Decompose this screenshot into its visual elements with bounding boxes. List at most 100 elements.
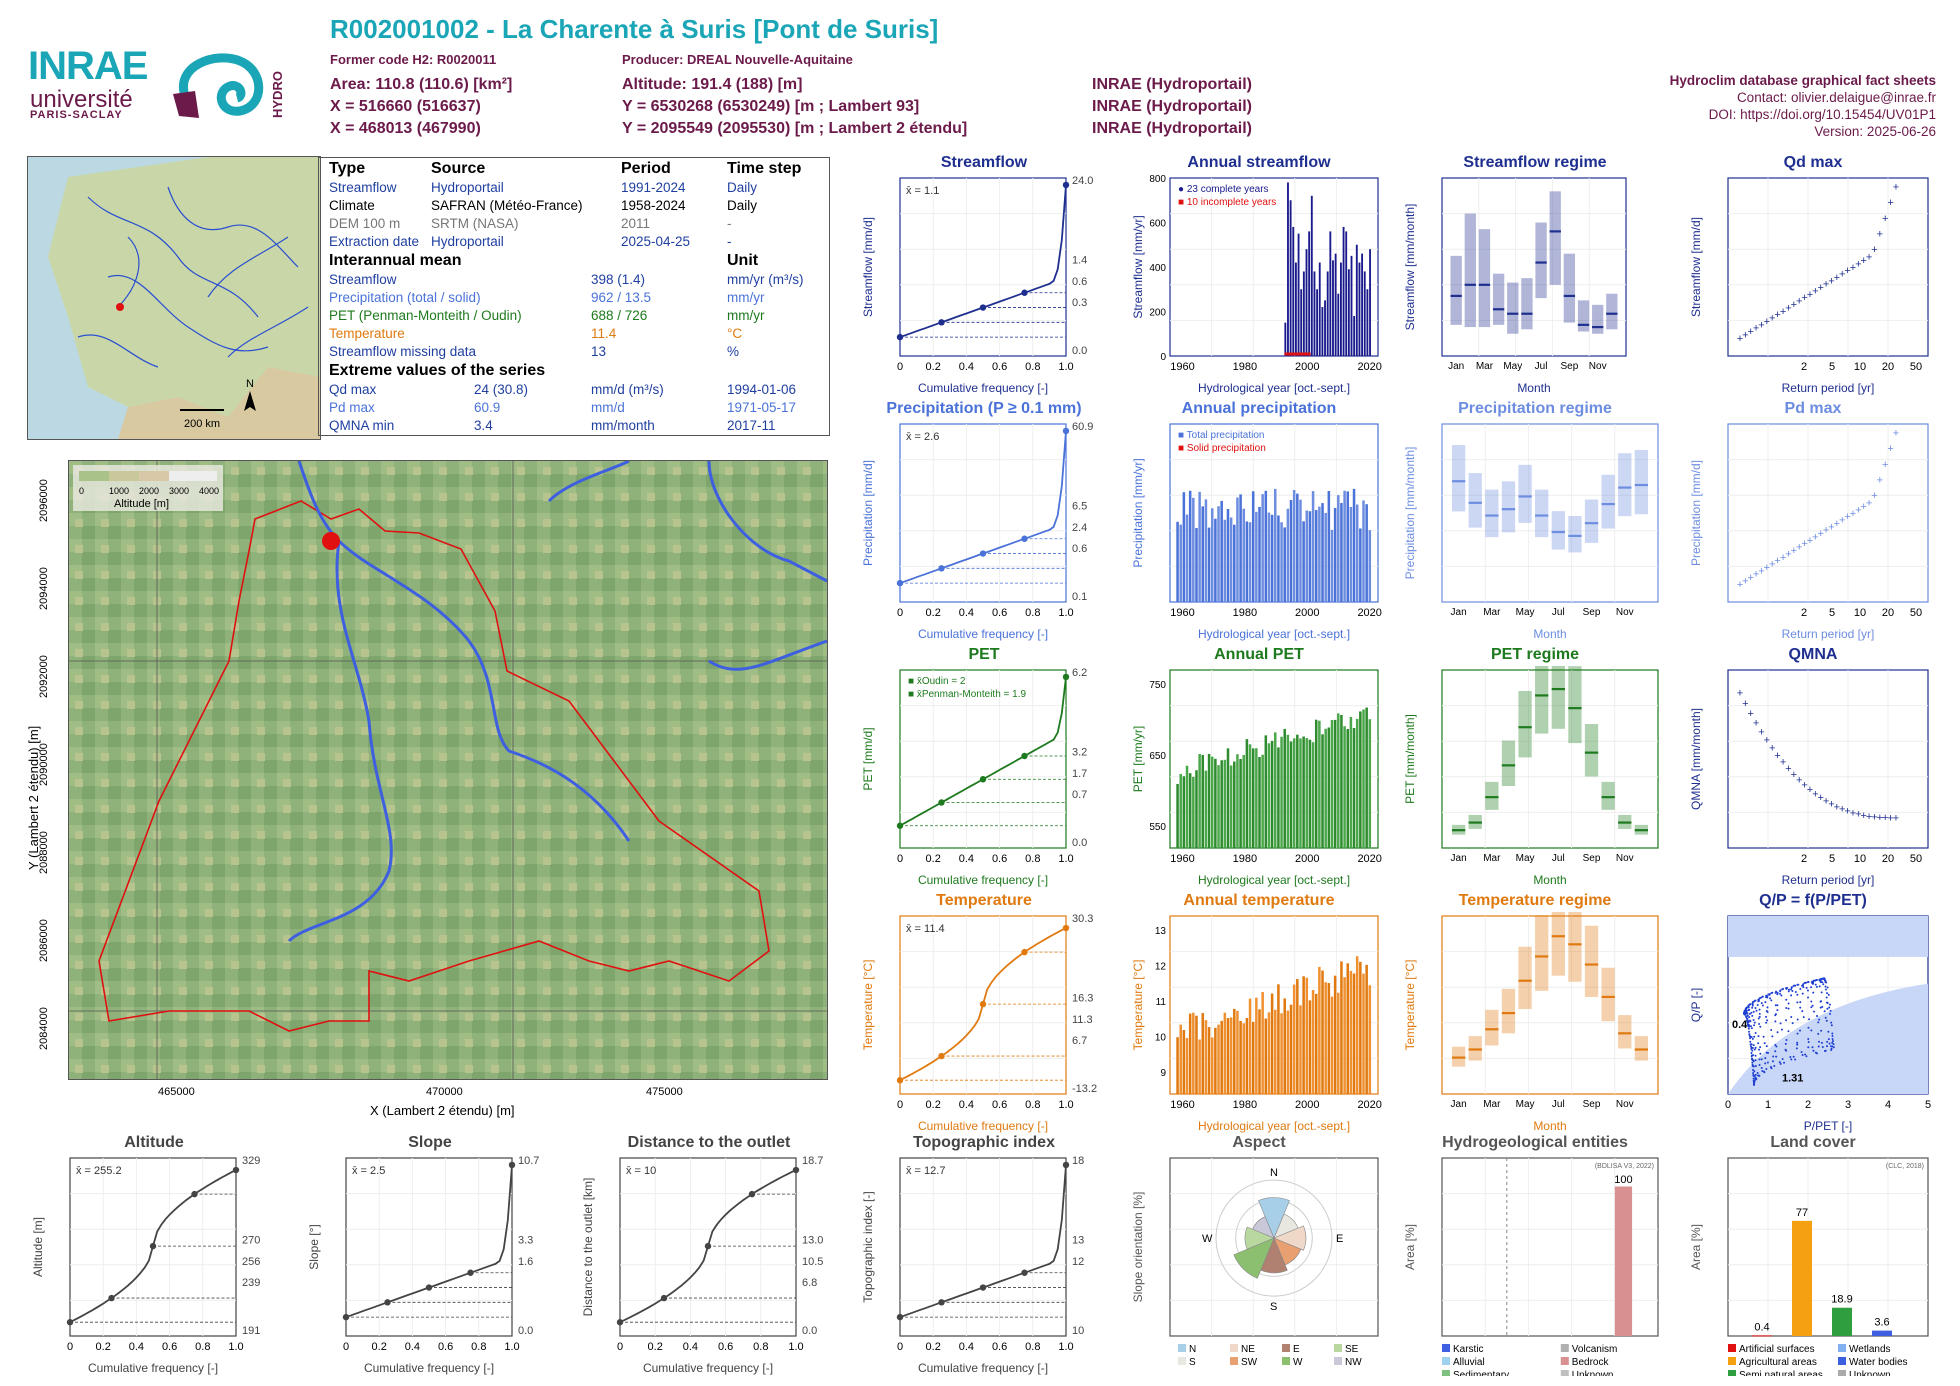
qp-point — [1796, 1032, 1799, 1035]
qp-point — [1829, 1009, 1832, 1012]
aspect-ring — [1215, 1179, 1333, 1297]
qp-point — [1779, 992, 1782, 995]
qp-point — [1776, 1009, 1779, 1012]
qp-point — [1818, 1018, 1821, 1021]
bar — [1289, 500, 1293, 602]
quantile-label: 6.8 — [802, 1277, 817, 1289]
altitude-legend-tick: 2000 — [139, 486, 159, 496]
return-period-point: + — [1764, 735, 1770, 747]
bar — [1176, 783, 1179, 848]
qp-point — [1751, 1004, 1754, 1007]
legend-swatch — [1560, 1344, 1569, 1352]
info-source-cell: Hydroportail — [431, 234, 504, 249]
bar — [1179, 773, 1182, 848]
x-tick: Nov — [1616, 1099, 1634, 1110]
qp-point — [1761, 1070, 1764, 1073]
cdf-point — [1062, 924, 1070, 932]
regime-box — [1518, 464, 1532, 523]
bar — [1324, 982, 1327, 1094]
return-period-point: + — [1748, 326, 1754, 338]
qp-point — [1807, 1026, 1810, 1029]
legend-entry: Karstic — [1453, 1344, 1484, 1355]
meta-doi[interactable]: DOI: https://doi.org/10.15454/UV01P1 — [1708, 107, 1936, 122]
regime-box — [1601, 781, 1615, 810]
x-tick: 0.6 — [438, 1341, 453, 1353]
qp-point — [1773, 1065, 1776, 1068]
regime-box — [1521, 278, 1533, 330]
bar — [1355, 244, 1358, 356]
bar — [1185, 1037, 1189, 1094]
x-tick: 5 — [1829, 361, 1835, 373]
qp-point — [1814, 1051, 1817, 1054]
chart-hydrogeo: Hydrogeological entities Area [%] 100 (BDLI… — [1400, 1134, 1670, 1376]
bar — [1296, 493, 1299, 602]
quantile-label: 0.0 — [802, 1325, 817, 1337]
terrain-ytick: 2088000 — [38, 831, 50, 874]
bar — [1352, 728, 1356, 848]
chart-annual_precip: Annual precipitation Hydrological year [o… — [1128, 400, 1390, 642]
qp-point — [1752, 1071, 1755, 1074]
bar — [1337, 992, 1340, 1094]
qp-point — [1766, 1019, 1769, 1022]
y-axis-label: Topographic index [-] — [861, 1191, 875, 1302]
mean-label: x̄ = 2.5 — [352, 1165, 385, 1177]
x-tick: 0.8 — [471, 1341, 486, 1353]
qp-point — [1758, 1063, 1761, 1066]
qp-point — [1801, 992, 1804, 995]
chart-title: Distance to the outlet — [627, 1134, 791, 1151]
legend-entry: Volcanism — [1572, 1344, 1618, 1355]
x-tick: Nov — [1616, 607, 1634, 618]
ppet-annotation: 1.31 — [1782, 1073, 1803, 1085]
bar — [1308, 231, 1311, 356]
legend-entry: ■ x̄Oudin = 2 — [908, 676, 966, 687]
y-axis-label: Temperature [°C] — [1131, 960, 1145, 1051]
x-tick: 2000 — [1295, 607, 1319, 619]
page-title: R002001002 - La Charente à Suris [Pont d… — [330, 14, 939, 44]
x-tick: 2020 — [1357, 361, 1381, 373]
meta-title: Hydroclim database graphical fact sheets — [1669, 73, 1936, 88]
chart-svg: Return period [yr]Precipitation [mm/d]++… — [1689, 423, 1929, 641]
x-tick: 1960 — [1170, 361, 1194, 373]
x-tick: 0.4 — [959, 1099, 974, 1111]
regime-box — [1501, 740, 1516, 787]
bar — [1292, 984, 1296, 1094]
bar — [1299, 1005, 1302, 1094]
meta-contact[interactable]: Contact: olivier.delaigue@inrae.fr — [1736, 90, 1936, 105]
bar — [1229, 765, 1233, 848]
regime-box — [1485, 489, 1499, 538]
return-period-point: + — [1893, 812, 1899, 824]
qp-point — [1776, 991, 1779, 994]
return-period-point: + — [1828, 275, 1834, 287]
y-tick: 750 — [1149, 680, 1166, 691]
bar — [1217, 1024, 1220, 1094]
chart-pd_max: Pd max Return period [yr] Precipitation [m… — [1686, 400, 1940, 642]
bar — [1310, 195, 1313, 356]
bar — [1255, 511, 1258, 602]
qp-point — [1770, 1029, 1773, 1032]
info-extreme-value: 60.9 — [474, 400, 501, 415]
bar — [1349, 506, 1353, 602]
qp-point — [1772, 1055, 1775, 1058]
qp-point — [1759, 1025, 1762, 1028]
source-label: (CLC, 2018) — [1886, 1163, 1924, 1170]
plot-frame — [1441, 669, 1659, 849]
y-axis-label: PET [mm/d] — [861, 727, 875, 790]
x-tick: 2020 — [1357, 853, 1381, 865]
bar — [1316, 289, 1319, 356]
x-tick: May — [1516, 853, 1535, 864]
qp-point — [1761, 995, 1764, 998]
chart-topo_cdf: Topographic index Cumulative frequency [-… — [858, 1134, 1110, 1376]
x-tick: 2 — [1805, 1099, 1811, 1111]
bar — [1366, 289, 1369, 356]
qp-point — [1776, 1031, 1779, 1034]
qp-point — [1748, 1030, 1751, 1033]
x-axis-label: Cumulative frequency [-] — [918, 873, 1048, 887]
qp-point — [1748, 1012, 1751, 1015]
return-period-point: + — [1828, 799, 1834, 811]
chart-svg: Cumulative frequency [-] Altitude [m] 0 0.2… — [31, 1155, 260, 1375]
altitude-legend-tick: 1000 — [109, 486, 129, 496]
return-period-point: + — [1882, 459, 1888, 471]
x-tick: 0.8 — [1025, 1099, 1040, 1111]
river-network — [287, 461, 827, 943]
